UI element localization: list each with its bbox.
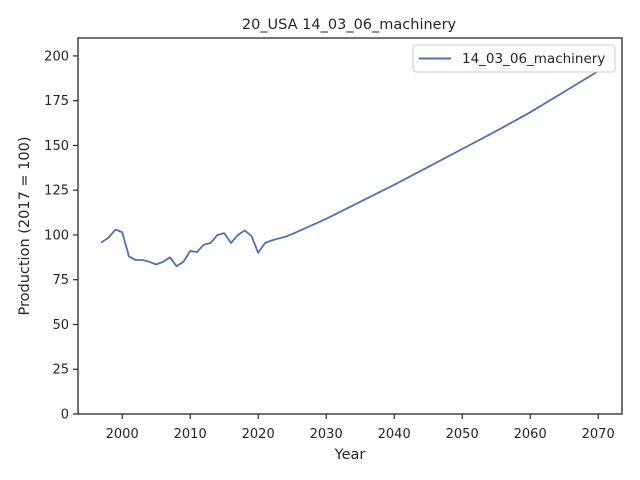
plot-series [100,65,606,268]
y-tick-label: 150 [44,139,69,154]
y-axis-ticks: 0 25 50 75 100 125 150 175 200 [44,49,78,423]
y-tick-label: 25 [52,363,69,378]
legend: 14_03_06_machinery [412,44,616,73]
x-tick-label: 2030 [310,427,343,442]
x-tick-label: 2040 [378,427,411,442]
x-tick-label: 2050 [446,427,479,442]
x-tick-label: 2010 [174,427,207,442]
y-tick-label: 200 [44,49,69,64]
x-axis-ticks: 2000 2010 2020 2030 2040 2050 2060 2070 [106,414,615,442]
y-axis-label: Production (2017 = 100) [17,136,33,315]
plot-frame [77,37,623,415]
y-tick-label: 100 [44,228,69,243]
series-line-0 [100,65,606,268]
y-tick-label: 125 [44,184,69,199]
legend-label: 14_03_06_machinery [462,51,605,67]
y-tick-label: 75 [52,273,69,288]
legend-box [412,44,616,73]
x-axis-label: Year [334,447,366,463]
y-tick-label: 0 [61,408,69,423]
x-tick-label: 2000 [106,427,139,442]
x-tick-label: 2070 [582,427,615,442]
x-tick-label: 2060 [514,427,547,442]
y-tick-label: 175 [44,94,69,109]
chart-title: 20_USA 14_03_06_machinery [242,17,457,33]
y-tick-label: 50 [52,318,69,333]
x-tick-label: 2020 [242,427,275,442]
